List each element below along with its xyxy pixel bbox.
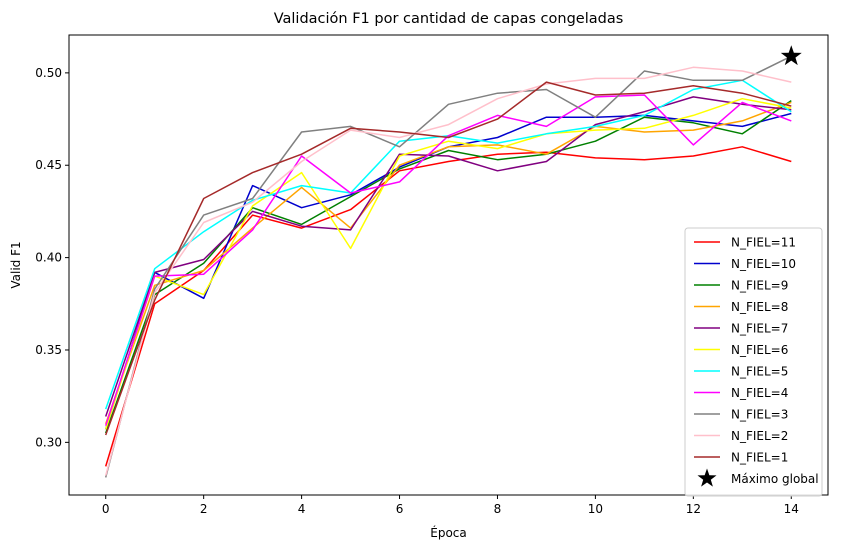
y-tick-label: 0.40 [35, 251, 62, 265]
legend-star-icon [697, 468, 717, 487]
y-tick-label: 0.50 [35, 66, 62, 80]
plot-frame [68, 34, 829, 496]
x-tick-label: 8 [494, 502, 502, 516]
series-line-9 [104, 55, 792, 478]
legend-label: N_FIEL=9 [731, 279, 788, 293]
series-line-8 [104, 94, 792, 426]
x-tick-label: 14 [784, 502, 799, 516]
x-tick-label: 4 [298, 502, 306, 516]
legend-label: N_FIEL=1 [731, 451, 788, 465]
y-tick-label: 0.30 [35, 435, 62, 449]
legend-label: N_FIEL=5 [731, 365, 788, 379]
legend-label: N_FIEL=7 [731, 322, 788, 336]
y-tick-label: 0.45 [35, 158, 62, 172]
x-tick-label: 6 [396, 502, 404, 516]
series-line-3 [104, 99, 792, 434]
axis-ticks: 0 2 4 6 8 10 12 14 0.30 0.35 0.40 0.45 0.50 [35, 66, 799, 516]
x-tick-label: 0 [102, 502, 110, 516]
series-line-4 [104, 101, 792, 425]
chart-title: Validación F1 por cantidad de capas cong… [274, 11, 624, 27]
series-line-5 [104, 96, 792, 417]
global-max-star-marker [780, 45, 802, 66]
annotation-markers [780, 45, 802, 66]
legend-label: N_FIEL=3 [731, 408, 788, 422]
series-line-6 [104, 97, 792, 430]
legend-label: Máximo global [731, 472, 819, 486]
x-axis-label: Época [430, 525, 467, 540]
y-axis-label: Valid F1 [9, 241, 23, 288]
legend-box [684, 227, 823, 497]
series-line-1 [104, 146, 792, 467]
legend-label: N_FIEL=8 [731, 300, 788, 314]
x-tick-label: 2 [200, 502, 208, 516]
legend-label: N_FIEL=10 [731, 257, 796, 271]
y-tick-label: 0.35 [35, 343, 62, 357]
x-tick-label: 10 [588, 502, 603, 516]
legend-label: N_FIEL=11 [731, 236, 796, 250]
series-lines [104, 55, 792, 478]
legend: N_FIEL=11 N_FIEL=10 N_FIEL=9 N_FIEL=8 N_FIEL… [684, 227, 823, 497]
legend-label: N_FIEL=2 [731, 429, 788, 443]
x-tick-label: 12 [686, 502, 701, 516]
series-line-11 [104, 81, 792, 436]
series-line-10 [104, 66, 792, 476]
legend-label: N_FIEL=6 [731, 343, 788, 357]
legend-label: N_FIEL=4 [731, 386, 788, 400]
